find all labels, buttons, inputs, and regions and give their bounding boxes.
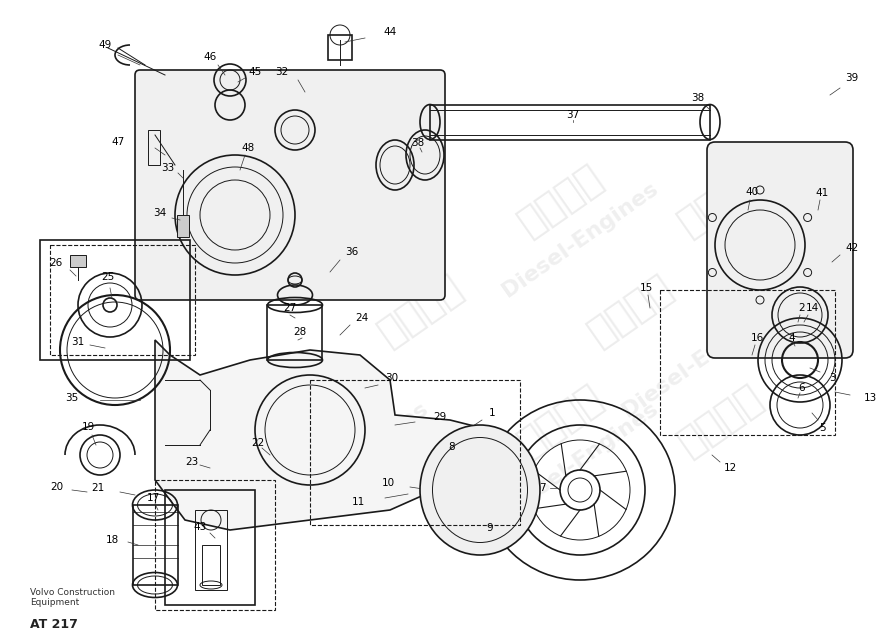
Text: 42: 42 — [846, 243, 859, 253]
Text: 46: 46 — [204, 52, 216, 62]
Text: 柴发动力: 柴发动力 — [671, 378, 769, 463]
Bar — [50, 245, 195, 355]
Bar — [195, 510, 227, 590]
FancyBboxPatch shape — [707, 142, 853, 358]
Text: 柴发动力: 柴发动力 — [671, 158, 769, 242]
Text: 7: 7 — [538, 483, 546, 493]
Text: 20: 20 — [51, 482, 63, 492]
Bar — [310, 380, 520, 525]
Text: 2: 2 — [798, 303, 805, 313]
Text: 39: 39 — [846, 73, 859, 83]
Text: 49: 49 — [99, 40, 111, 50]
Text: 41: 41 — [815, 188, 829, 198]
Text: 26: 26 — [49, 258, 62, 268]
Text: Diesel-Engines: Diesel-Engines — [498, 399, 661, 521]
Text: 柴发动力: 柴发动力 — [511, 378, 609, 463]
Text: 25: 25 — [101, 272, 115, 282]
Polygon shape — [155, 340, 490, 530]
Text: 31: 31 — [71, 337, 85, 347]
Text: 13: 13 — [863, 393, 877, 403]
Text: 5: 5 — [819, 423, 825, 433]
Text: 4: 4 — [789, 333, 796, 343]
Text: 14: 14 — [805, 303, 819, 313]
Text: 柴发动力: 柴发动力 — [231, 158, 329, 242]
Text: 33: 33 — [161, 163, 174, 173]
Text: 16: 16 — [750, 333, 764, 343]
Text: Diesel-Engines: Diesel-Engines — [619, 299, 781, 421]
Text: 8: 8 — [449, 442, 456, 452]
Text: Diesel-Engines: Diesel-Engines — [269, 179, 432, 301]
Text: 29: 29 — [433, 412, 447, 422]
Text: 30: 30 — [385, 373, 399, 383]
Bar — [165, 490, 255, 605]
FancyBboxPatch shape — [135, 70, 445, 300]
Text: 18: 18 — [105, 535, 118, 545]
Text: 柴发动力: 柴发动力 — [231, 378, 329, 463]
Bar — [202, 545, 220, 585]
Text: Volvo Construction
Equipment: Volvo Construction Equipment — [30, 588, 115, 607]
Text: 44: 44 — [384, 27, 397, 37]
Bar — [430, 105, 710, 140]
Text: 47: 47 — [111, 137, 125, 147]
Text: 32: 32 — [275, 67, 288, 77]
Text: 36: 36 — [345, 247, 359, 257]
Bar — [155, 480, 275, 610]
Text: 43: 43 — [193, 522, 206, 532]
Text: Diesel-Engines: Diesel-Engines — [498, 179, 661, 301]
Text: 15: 15 — [639, 283, 652, 293]
Text: 3: 3 — [829, 373, 836, 383]
Text: 38: 38 — [411, 138, 425, 148]
Text: 27: 27 — [283, 303, 296, 313]
Text: 45: 45 — [248, 67, 262, 77]
Text: 6: 6 — [798, 383, 805, 393]
Bar — [660, 290, 835, 435]
Text: 22: 22 — [251, 438, 264, 448]
Text: 17: 17 — [146, 493, 159, 503]
Text: 21: 21 — [92, 483, 105, 493]
Text: Diesel-Engines: Diesel-Engines — [269, 399, 432, 521]
Text: 1: 1 — [489, 408, 496, 418]
Text: AT 217: AT 217 — [30, 618, 78, 631]
Text: 柴发动力: 柴发动力 — [371, 267, 469, 352]
Text: 柴发动力: 柴发动力 — [581, 267, 679, 352]
Bar — [40, 240, 190, 360]
Bar — [148, 130, 160, 165]
Text: 28: 28 — [294, 327, 307, 337]
Bar — [328, 35, 352, 60]
Text: 11: 11 — [352, 497, 365, 507]
Text: 40: 40 — [746, 187, 758, 197]
Text: 34: 34 — [153, 208, 166, 218]
Bar — [267, 305, 322, 360]
Text: 37: 37 — [566, 110, 579, 120]
Bar — [177, 215, 189, 237]
Text: 12: 12 — [724, 463, 737, 473]
Text: 35: 35 — [65, 393, 78, 403]
Text: 48: 48 — [241, 143, 255, 153]
Bar — [70, 255, 86, 267]
Text: 38: 38 — [692, 93, 705, 103]
Text: 9: 9 — [487, 523, 493, 533]
Text: 柴发动力: 柴发动力 — [511, 158, 609, 242]
Text: 24: 24 — [355, 313, 368, 323]
Text: 10: 10 — [382, 478, 394, 488]
Text: 23: 23 — [185, 457, 198, 467]
Ellipse shape — [420, 425, 540, 555]
Bar — [133, 505, 178, 585]
Text: 19: 19 — [81, 422, 94, 432]
